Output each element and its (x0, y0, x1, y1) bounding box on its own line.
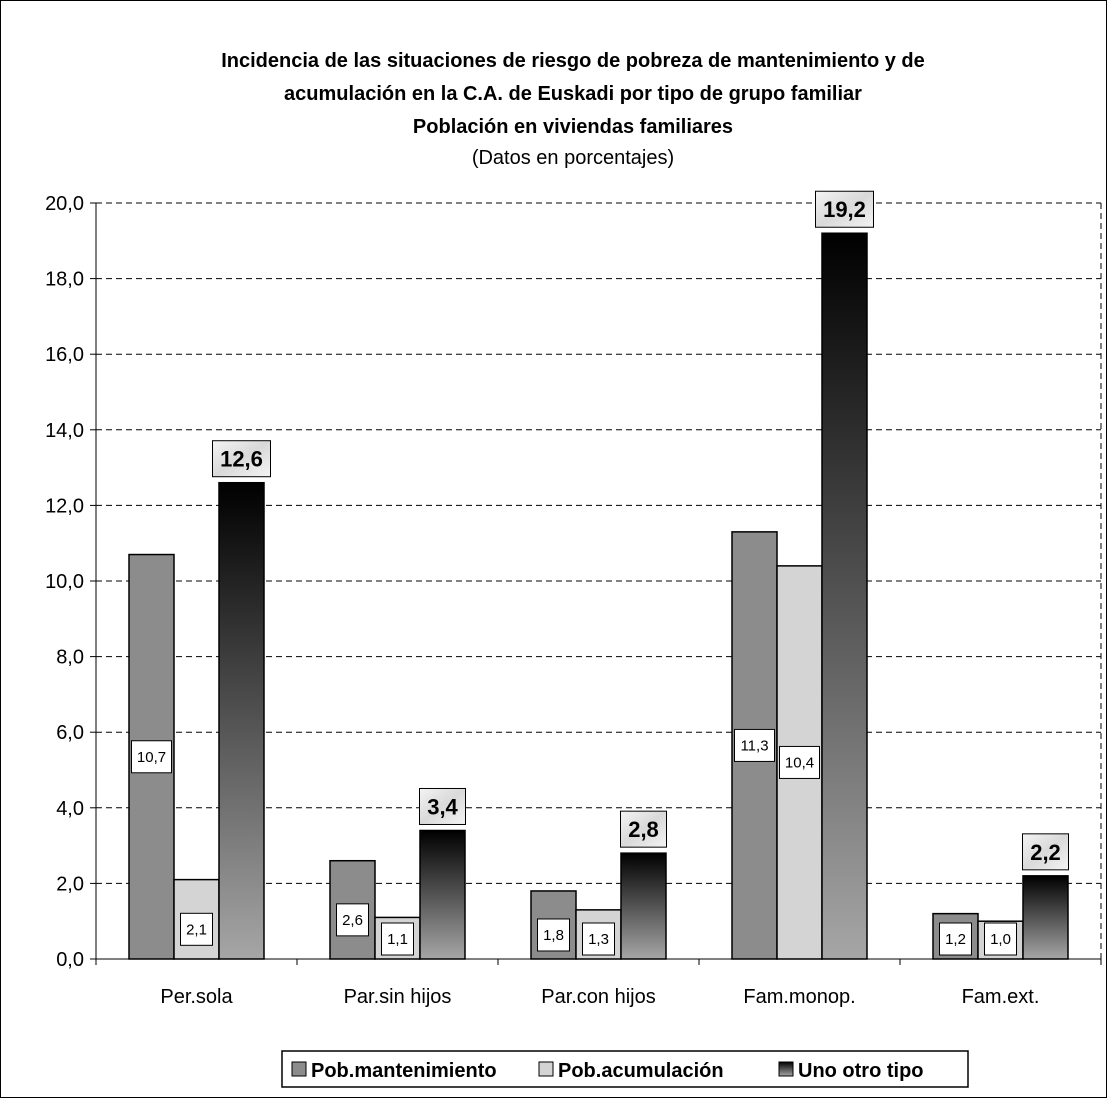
x-tick-label: Par.sin hijos (344, 986, 452, 1008)
data-label-box (381, 922, 414, 956)
data-label: 10,7 (137, 749, 166, 766)
data-label-box (537, 918, 570, 952)
data-label-highlight: 3,4 (427, 794, 458, 819)
data-label-highlight: 2,8 (628, 817, 659, 842)
gridlines (96, 202, 1102, 959)
data-label-highlight: 2,2 (1030, 840, 1061, 865)
x-axis: Per.sola Par.sin hijos Par.con hijos Fam.mo… (95, 958, 1102, 1008)
chart-subtitle: (Datos en porcentajes) (472, 147, 674, 169)
legend-swatch (778, 1061, 794, 1077)
data-label: 2,6 (342, 912, 363, 929)
data-label-box-highlight (620, 810, 667, 848)
legend-label: Uno otro tipo (798, 1060, 924, 1082)
chart-title-line-1: Incidencia de las situaciones de riesgo … (221, 50, 925, 72)
data-label-box (734, 728, 775, 762)
legend-swatch (291, 1061, 307, 1077)
data-label-box (180, 912, 213, 946)
y-tick-label: 6,0 (56, 722, 84, 744)
bar-otro-tipo (821, 232, 868, 960)
x-tick-label: Par.con hijos (541, 986, 656, 1008)
legend-box (281, 1050, 969, 1088)
data-label-highlight: 19,2 (823, 197, 866, 222)
y-tick-label: 8,0 (56, 647, 84, 669)
bar-otro-tipo (218, 481, 265, 960)
data-label-box-highlight (419, 787, 466, 825)
data-label: 1,2 (945, 931, 966, 948)
data-label: 1,3 (588, 931, 609, 948)
data-label: 10,4 (785, 754, 814, 771)
data-label: 1,1 (387, 931, 408, 948)
legend-label: Pob.mantenimiento (311, 1060, 497, 1082)
data-label-box (779, 745, 820, 779)
data-label-box (582, 922, 615, 956)
legend: Pob.mantenimiento Pob.acumulación Uno otro… (281, 1050, 969, 1088)
y-axis: 0,0 2,0 4,0 6,0 8,0 10,0 12,0 14,0 16,0 18,0 20,0 (45, 193, 97, 971)
bar-otro-tipo (1022, 875, 1069, 960)
data-label-box-highlight (815, 190, 874, 228)
x-tick-label: Fam.ext. (962, 986, 1040, 1008)
x-tick-label: Per.sola (160, 986, 233, 1008)
data-label-box-highlight (212, 440, 271, 478)
chart-title-line-3: Población en viviendas familiares (413, 116, 733, 138)
legend-swatch (538, 1061, 554, 1077)
y-tick-label: 16,0 (45, 344, 84, 366)
data-label-box (984, 922, 1017, 956)
y-tick-label: 10,0 (45, 571, 84, 593)
chart-title: Incidencia de las situaciones de riesgo … (221, 50, 925, 169)
y-tick-label: 12,0 (45, 495, 84, 517)
data-labels: 10,7 2,1 12,6 2,6 1,1 3,4 1,8 1,3 2,8 11,3 10,4 19,… (131, 190, 1069, 956)
y-tick-label: 2,0 (56, 873, 84, 895)
data-label-box (336, 903, 369, 937)
bar-otro-tipo (419, 829, 466, 960)
data-label: 1,0 (990, 931, 1011, 948)
bars (128, 232, 1069, 960)
data-label: 2,1 (186, 921, 207, 938)
y-tick-label: 14,0 (45, 420, 84, 442)
legend-label: Pob.acumulación (558, 1060, 724, 1082)
data-label: 11,3 (740, 737, 768, 754)
data-label-box (131, 740, 172, 774)
data-label-highlight: 12,6 (220, 447, 263, 472)
y-tick-label: 4,0 (56, 798, 84, 820)
bar-otro-tipo (620, 852, 667, 960)
x-tick-label: Fam.monop. (743, 986, 855, 1008)
y-tick-label: 0,0 (56, 949, 84, 971)
data-label-box-highlight (1022, 833, 1069, 871)
y-tick-label: 20,0 (45, 193, 84, 215)
data-label-box (939, 922, 972, 956)
chart-title-line-2: acumulación en la C.A. de Euskadi por ti… (284, 83, 862, 105)
data-label: 1,8 (543, 927, 564, 944)
y-tick-label: 18,0 (45, 269, 84, 291)
